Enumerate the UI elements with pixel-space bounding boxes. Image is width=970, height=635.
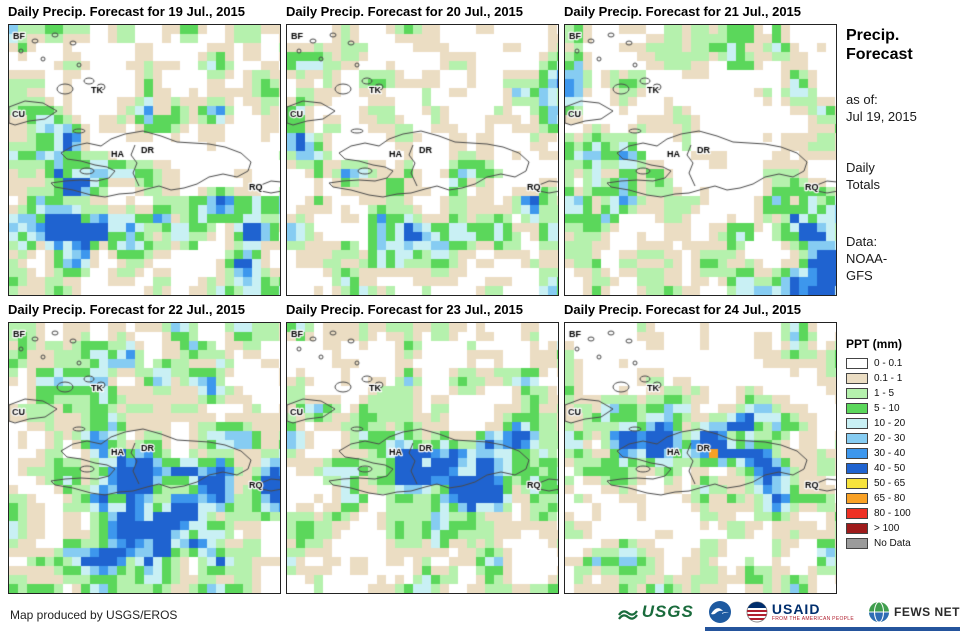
panel-title: Daily Precip. Forecast for 20 Jul., 2015 <box>286 4 524 19</box>
legend-swatch <box>846 417 868 429</box>
legend-swatch <box>846 477 868 489</box>
usgs-logo-text: USGS <box>641 601 694 621</box>
legend-row: 1 - 5 <box>846 386 964 401</box>
usaid-tagline: FROM THE AMERICAN PEOPLE <box>771 615 854 622</box>
legend-title: PPT (mm) <box>846 336 903 351</box>
forecast-panel: Daily Precip. Forecast for 20 Jul., 2015 <box>286 4 559 296</box>
footer: Map produced by USGS/EROS USGS <box>0 599 970 635</box>
legend-row: 10 - 20 <box>846 416 964 431</box>
asof-label: as of: <box>846 92 878 108</box>
precip-map-canvas <box>286 322 559 594</box>
forecast-panel: Daily Precip. Forecast for 22 Jul., 2015 <box>8 302 281 594</box>
fewsnet-logo-text: FEWS NET <box>894 604 960 619</box>
legend-swatch <box>846 537 868 549</box>
sidebar-title: Precip. Forecast <box>846 26 964 64</box>
legend-row: 40 - 50 <box>846 461 964 476</box>
precip-map-canvas <box>8 322 281 594</box>
info-sidebar: Precip. Forecast as of: Jul 19, 2015 Dai… <box>846 26 964 551</box>
legend-label: 50 - 65 <box>874 477 906 489</box>
legend-row: 20 - 30 <box>846 431 964 446</box>
legend-row: 0.1 - 1 <box>846 371 964 386</box>
legend-row: 80 - 100 <box>846 506 964 521</box>
precip-map-canvas <box>564 24 837 296</box>
legend-label: 5 - 10 <box>874 402 900 414</box>
usaid-logo-text: USAID <box>771 600 821 617</box>
sidebar-title-line2: Forecast <box>846 46 913 64</box>
forecast-panel: Daily Precip. Forecast for 23 Jul., 2015 <box>286 302 559 594</box>
forecast-grid: Daily Precip. Forecast for 19 Jul., 2015… <box>8 4 837 594</box>
precip-map-canvas <box>564 322 837 594</box>
legend-label: 40 - 50 <box>874 462 906 474</box>
legend-swatch <box>846 402 868 414</box>
legend-swatch <box>846 447 868 459</box>
data-source-line2: GFS <box>846 267 873 283</box>
fewsnet-globe-icon <box>869 601 889 622</box>
panel-title: Daily Precip. Forecast for 23 Jul., 2015 <box>286 302 524 317</box>
legend-swatch <box>846 462 868 474</box>
totals-block: Daily Totals <box>846 160 964 194</box>
legend-label: No Data <box>874 537 911 549</box>
legend-swatch <box>846 387 868 399</box>
legend-label: 30 - 40 <box>874 447 906 459</box>
legend-label: 80 - 100 <box>874 507 911 519</box>
footer-accent-bar <box>705 626 960 631</box>
legend-row: No Data <box>846 536 964 551</box>
usaid-logo: USAID FROM THE AMERICAN PEOPLE <box>746 601 854 623</box>
legend-swatch <box>846 507 868 519</box>
panel-title: Daily Precip. Forecast for 24 Jul., 2015 <box>564 302 802 317</box>
usgs-logo: USGS <box>617 601 694 622</box>
forecast-panel: Daily Precip. Forecast for 19 Jul., 2015 <box>8 4 281 296</box>
data-source-line1: NOAA- <box>846 250 888 266</box>
legend-label: 65 - 80 <box>874 492 906 504</box>
legend-swatch <box>846 432 868 444</box>
precip-map-canvas <box>8 24 281 296</box>
asof-block: as of: Jul 19, 2015 <box>846 92 964 126</box>
asof-date: Jul 19, 2015 <box>846 109 917 125</box>
legend-row: 0 - 0.1 <box>846 356 964 371</box>
legend-label: 1 - 5 <box>874 387 895 399</box>
forecast-panel: Daily Precip. Forecast for 21 Jul., 2015 <box>564 4 837 296</box>
data-source-block: Data: NOAA- GFS <box>846 234 964 285</box>
legend-label: 0.1 - 1 <box>874 372 903 384</box>
panel-title: Daily Precip. Forecast for 22 Jul., 2015 <box>8 302 246 317</box>
legend-rows: 0 - 0.1 0.1 - 1 1 - 5 5 - 10 10 - 20 20 - 30 3… <box>846 356 964 551</box>
panel-title: Daily Precip. Forecast for 19 Jul., 2015 <box>8 4 246 19</box>
legend-row: 5 - 10 <box>846 401 964 416</box>
usgs-wave-icon <box>617 609 638 620</box>
data-source-label: Data: <box>846 233 878 249</box>
legend: PPT (mm) 0 - 0.1 0.1 - 1 1 - 5 5 - 10 10 - 2… <box>846 337 964 551</box>
legend-swatch <box>846 372 868 384</box>
legend-swatch <box>846 492 868 504</box>
fewsnet-logo: FEWS NET <box>868 601 960 623</box>
legend-label: 20 - 30 <box>874 432 906 444</box>
legend-row: 65 - 80 <box>846 491 964 506</box>
totals-line2: Totals <box>846 177 880 193</box>
legend-label: 0 - 0.1 <box>874 357 903 369</box>
footer-logos: USGS USAID <box>617 600 960 631</box>
legend-row: 30 - 40 <box>846 446 964 461</box>
map-credit: Map produced by USGS/EROS <box>10 608 178 622</box>
sidebar-title-line1: Precip. <box>846 27 900 44</box>
legend-row: 50 - 65 <box>846 476 964 491</box>
totals-line1: Daily <box>846 160 875 176</box>
legend-label: > 100 <box>874 522 900 534</box>
panel-title: Daily Precip. Forecast for 21 Jul., 2015 <box>564 4 802 19</box>
usaid-emblem-icon <box>746 601 768 622</box>
legend-swatch <box>846 357 868 369</box>
precip-map-canvas <box>286 24 559 296</box>
legend-swatch <box>846 522 868 534</box>
legend-row: > 100 <box>846 521 964 536</box>
noaa-logo <box>708 600 731 623</box>
forecast-panel: Daily Precip. Forecast for 24 Jul., 2015 <box>564 302 837 594</box>
legend-label: 10 - 20 <box>874 417 906 429</box>
